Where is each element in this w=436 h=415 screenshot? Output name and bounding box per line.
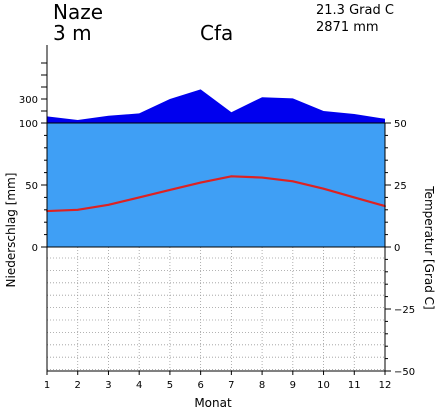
- temperature-point: [107, 203, 110, 206]
- temp-tick-label: 50: [394, 119, 407, 130]
- precipitation-humid-area: [47, 123, 385, 247]
- temp-tick-label: −25: [394, 305, 415, 316]
- temperature-point: [199, 181, 202, 184]
- precip-tick-label: 0: [32, 243, 38, 254]
- temperature-point: [322, 187, 325, 190]
- temperature-point: [261, 176, 263, 179]
- month-tick-label: 5: [167, 380, 173, 391]
- month-tick-label: 9: [290, 380, 296, 391]
- precipitation-excess-area: [47, 89, 385, 123]
- precipitation-fills: [47, 89, 385, 247]
- temperature-point: [291, 180, 294, 183]
- temperature-line: [46, 175, 386, 213]
- temp-axis-title: Temperatur [Grad C]: [422, 185, 436, 309]
- x-axis-title: Monat: [194, 396, 232, 410]
- month-tick-label: 11: [348, 380, 361, 391]
- axes: [41, 45, 391, 375]
- temperature-point: [230, 175, 233, 178]
- temperature-point: [169, 189, 171, 191]
- temp-tick-label: −50: [394, 367, 415, 378]
- month-tick-label: 7: [228, 380, 234, 391]
- climate-classification: Cfa: [200, 21, 234, 45]
- annual-precipitation: 2871 mm: [316, 20, 379, 35]
- temperature-point: [76, 208, 79, 211]
- month-tick-label: 8: [259, 380, 265, 391]
- station-altitude: 3 m: [53, 21, 92, 45]
- precip-axis-title: Niederschlag [mm]: [4, 173, 18, 288]
- precip-tick-label: 50: [25, 181, 38, 192]
- month-tick-label: 12: [379, 380, 392, 391]
- temperature-point: [353, 196, 356, 199]
- temperature-point: [138, 196, 141, 199]
- month-tick-label: 3: [105, 380, 111, 391]
- temp-tick-label: 0: [394, 243, 400, 254]
- temp-tick-label: 25: [394, 181, 407, 192]
- mean-temperature: 21.3 Grad C: [316, 3, 394, 18]
- precip-tick-label: 300: [19, 95, 38, 106]
- month-tick-label: 2: [75, 380, 81, 391]
- station-name: Naze: [53, 0, 104, 24]
- month-tick-label: 6: [197, 380, 203, 391]
- month-tick-label: 1: [44, 380, 50, 391]
- month-tick-label: 10: [317, 380, 330, 391]
- precip-tick-label: 100: [19, 119, 38, 130]
- month-tick-label: 4: [136, 380, 142, 391]
